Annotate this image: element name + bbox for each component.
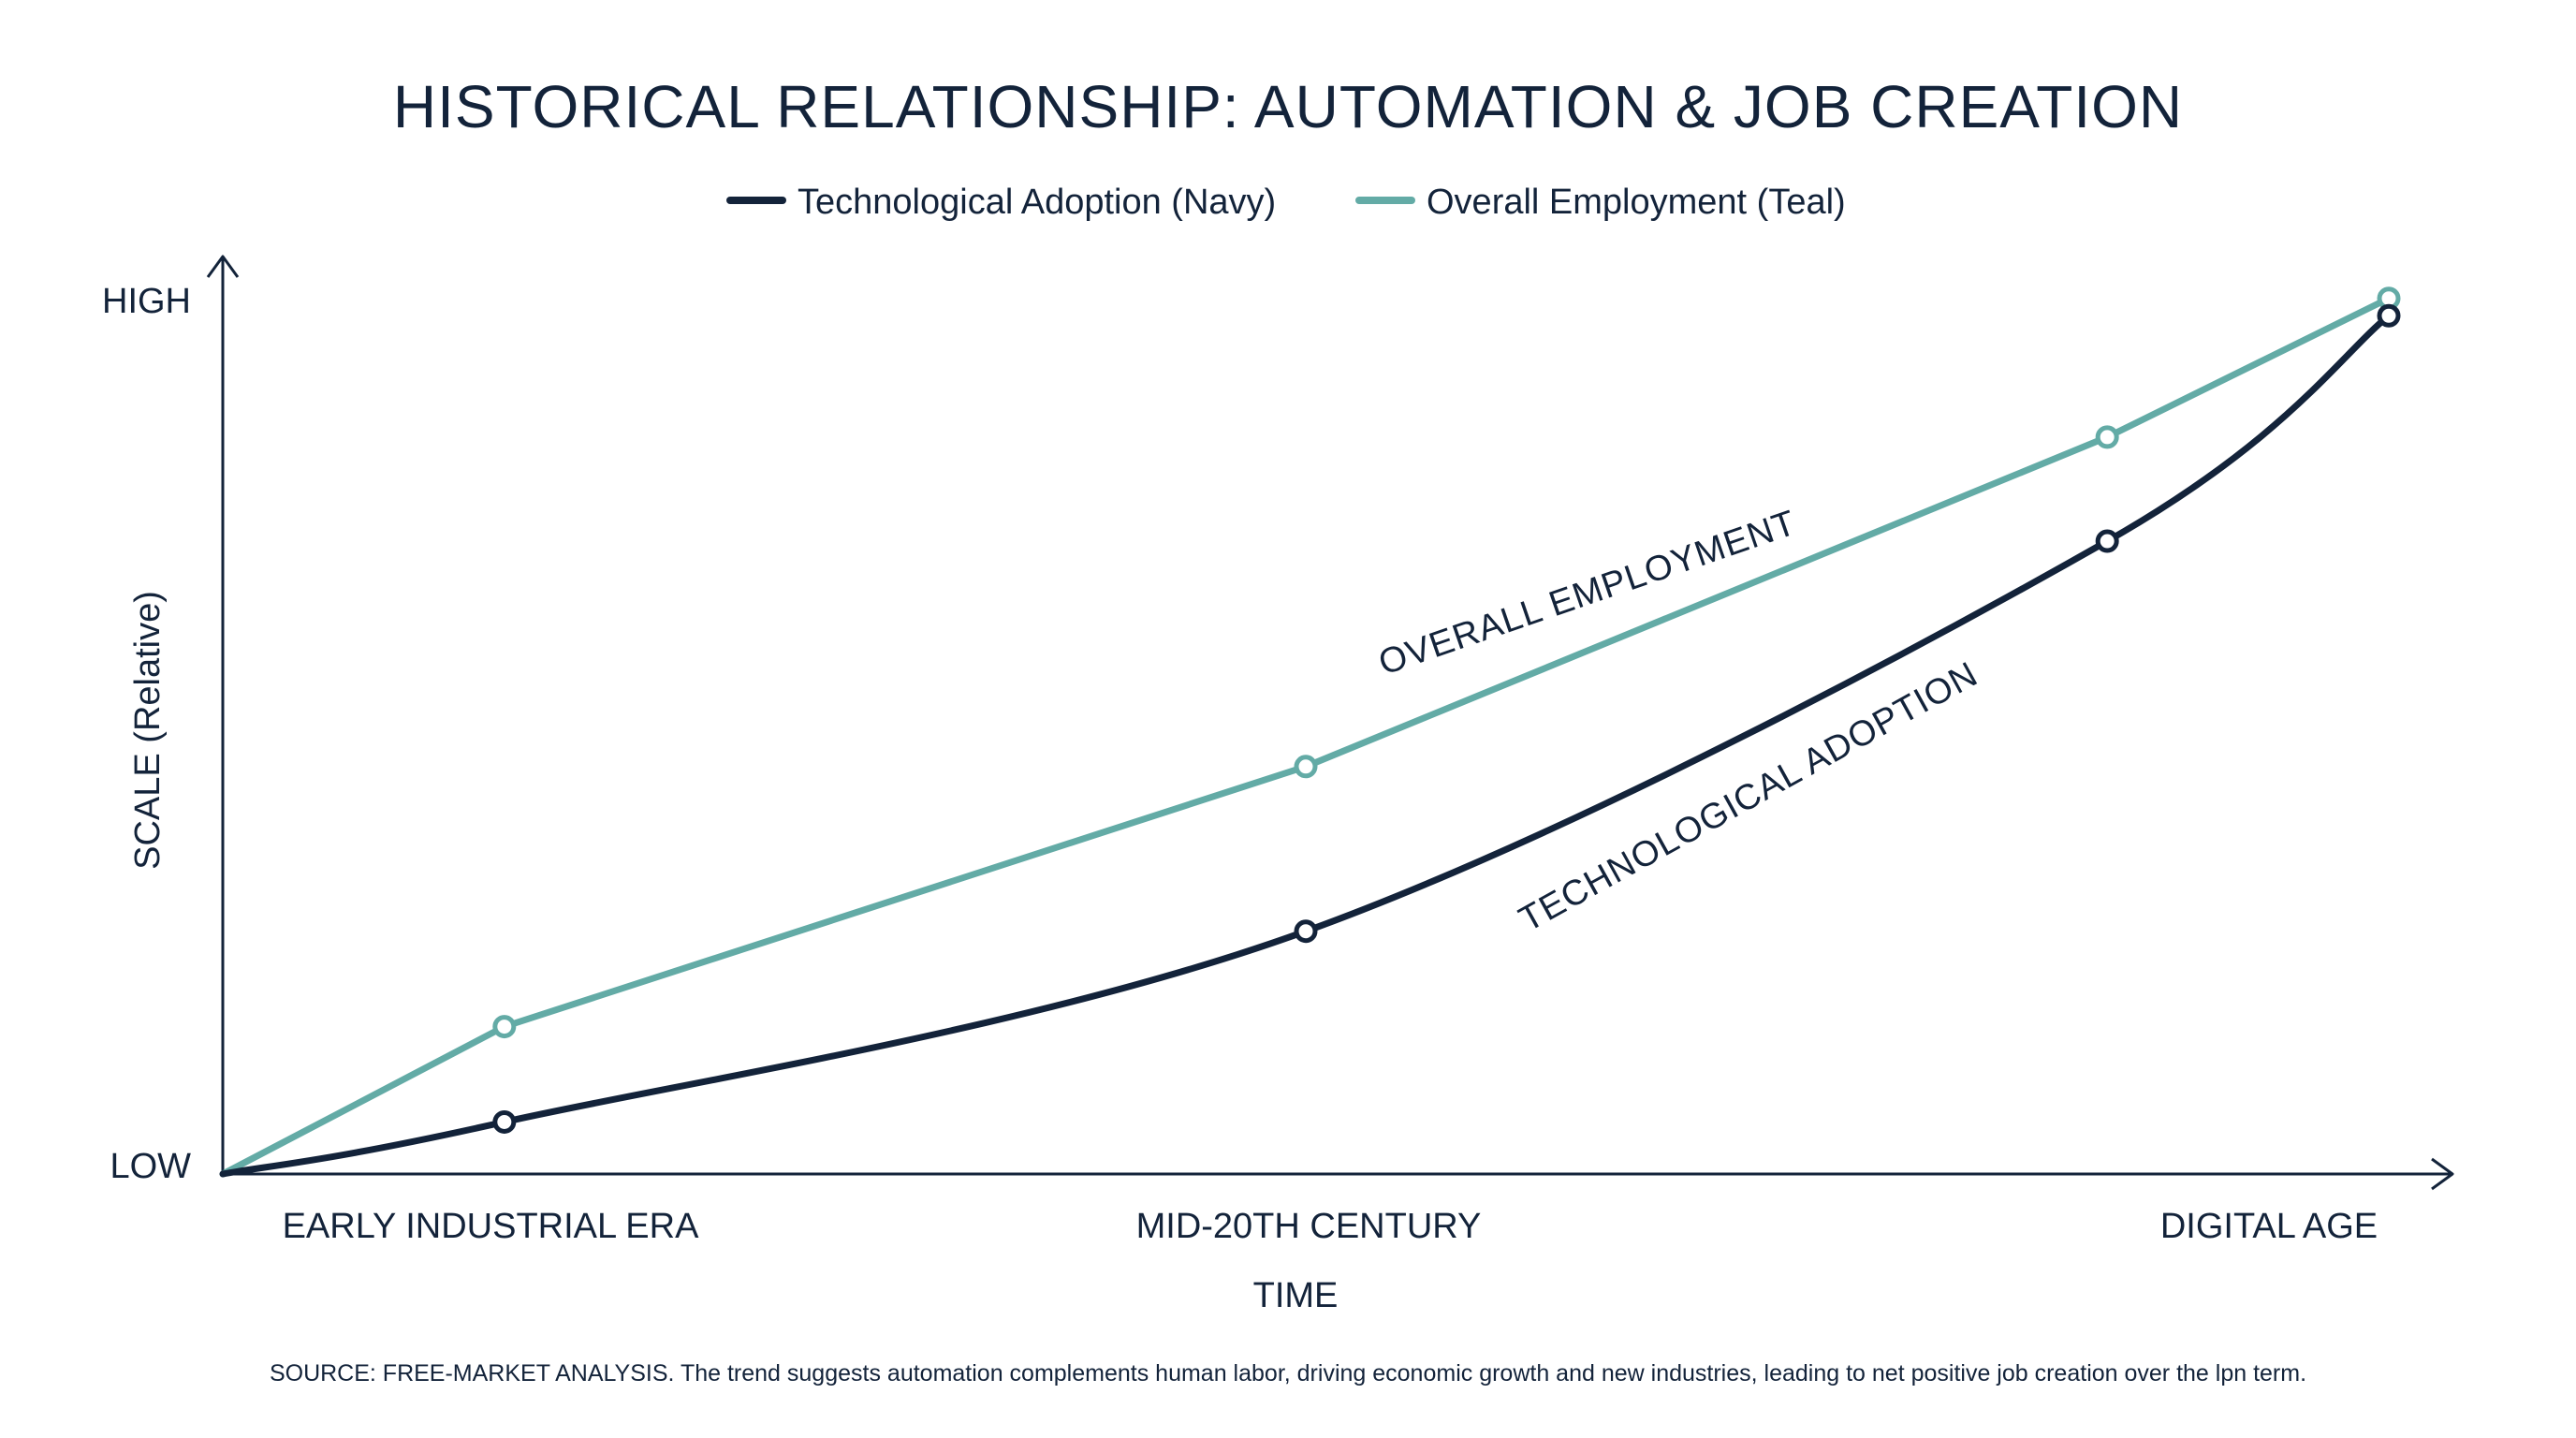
- data-point-technological-adoption-1: [492, 1109, 517, 1134]
- x-tick-mid-20th: MID-20TH CENTURY: [1136, 1207, 1482, 1246]
- data-point-technological-adoption-3: [2095, 529, 2119, 553]
- x-tick-early-industrial: EARLY INDUSTRIAL ERA: [283, 1207, 700, 1246]
- legend-label-tech: Technological Adoption (Navy): [798, 183, 1276, 222]
- series-layer: [219, 286, 2401, 1178]
- data-point-overall-employment-3: [2095, 425, 2119, 449]
- x-tick-digital-age: DIGITAL AGE: [2160, 1207, 2378, 1246]
- data-point-overall-employment-2: [1294, 755, 1318, 779]
- x-axis-arrow-icon: [2431, 1157, 2454, 1191]
- series-line-overall-employment: [219, 295, 2393, 1178]
- source-note: SOURCE: FREE-MARKET ANALYSIS. The trend …: [270, 1360, 2306, 1387]
- data-point-technological-adoption-4: [2377, 303, 2401, 328]
- axes: [206, 255, 2454, 1191]
- legend: Technological Adoption (Navy) Overall Em…: [726, 183, 1846, 222]
- y-tick-low: LOW: [110, 1147, 191, 1186]
- chart-title: HISTORICAL RELATIONSHIP: AUTOMATION & JO…: [393, 73, 2183, 140]
- series-line-technological-adoption: [219, 312, 2393, 1178]
- data-point-technological-adoption-2: [1294, 919, 1318, 944]
- data-point-overall-employment-1: [492, 1015, 517, 1039]
- x-axis-label: TIME: [1253, 1276, 1339, 1315]
- annotation-technological-adoption: TECHNOLOGICAL ADOPTION: [1513, 654, 1984, 940]
- legend-label-employment: Overall Employment (Teal): [1427, 183, 1846, 222]
- y-axis-arrow-icon: [206, 255, 240, 278]
- annotation-overall-employment: OVERALL EMPLOYMENT: [1374, 504, 1802, 683]
- y-axis-label: SCALE (Relative): [128, 591, 168, 870]
- y-tick-high: HIGH: [102, 282, 191, 321]
